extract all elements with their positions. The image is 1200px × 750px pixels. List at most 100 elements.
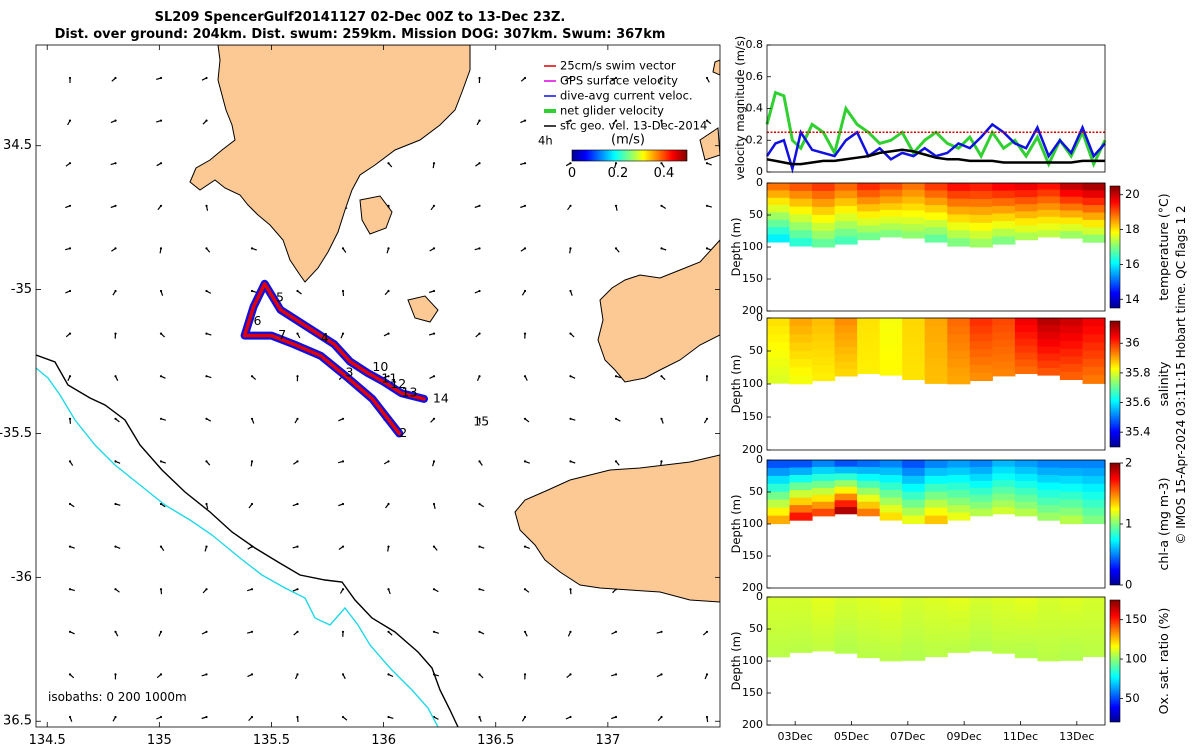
section-cell bbox=[1014, 190, 1038, 198]
section-cell bbox=[812, 501, 836, 510]
track-label-5: 5 bbox=[276, 290, 284, 305]
legend-gps: GPS surface velocity bbox=[560, 74, 678, 88]
sfc-geo-vector-head bbox=[159, 204, 163, 207]
section-cell bbox=[812, 603, 836, 611]
sfc-geo-vector-head bbox=[478, 715, 481, 719]
section-cell bbox=[857, 232, 881, 241]
section-cell bbox=[857, 487, 881, 496]
sfc-geo-vector-head bbox=[205, 588, 208, 591]
section-cell bbox=[789, 375, 813, 385]
section-cell bbox=[947, 367, 971, 377]
section-cell bbox=[767, 183, 791, 191]
section-cell bbox=[812, 325, 836, 335]
section-cell bbox=[857, 649, 881, 659]
sfc-geo-vector-head bbox=[523, 289, 527, 293]
section-cell bbox=[924, 342, 948, 352]
sfc-geo-vector-head bbox=[68, 247, 72, 250]
section-cell bbox=[767, 626, 791, 635]
velocity-y-tick-label: 0.4 bbox=[746, 102, 764, 115]
section-cell bbox=[1037, 644, 1061, 654]
section-cell bbox=[1059, 333, 1083, 342]
fleurieu-peninsula-land bbox=[514, 454, 720, 603]
section-cell bbox=[992, 339, 1016, 348]
section-cell bbox=[789, 617, 813, 626]
time-axis: 03Dec 05Dec 07Dec 09Dec 11Dec 13Dec bbox=[778, 721, 1094, 743]
section-cell bbox=[924, 649, 948, 658]
section-cell bbox=[947, 512, 971, 521]
sfc-geo-vector-head bbox=[114, 588, 117, 591]
section-cell bbox=[969, 630, 993, 638]
sfc-geo-vector-head bbox=[569, 332, 572, 335]
sfc-geo-vector-head bbox=[159, 162, 163, 165]
section-cell bbox=[879, 367, 903, 376]
section-cell bbox=[879, 467, 903, 476]
section-cell bbox=[924, 499, 948, 509]
section-cell bbox=[902, 644, 926, 653]
section-cell bbox=[1082, 649, 1106, 657]
section-y-tick-label: 100 bbox=[742, 517, 763, 530]
section-cell bbox=[1082, 515, 1106, 524]
section-cell bbox=[879, 636, 903, 646]
section-cell bbox=[767, 634, 791, 643]
section-cell bbox=[857, 318, 881, 326]
velocity-y-tick-label: 0 bbox=[756, 165, 763, 178]
map-y-tick-label: -35 bbox=[11, 282, 32, 297]
section-cell bbox=[1014, 467, 1038, 475]
section-cell bbox=[879, 512, 903, 521]
section-cell bbox=[857, 467, 881, 475]
section-cell bbox=[947, 482, 971, 491]
section-cell bbox=[767, 619, 791, 628]
yorke-peninsula-land bbox=[189, 45, 471, 283]
section-cell bbox=[924, 183, 948, 191]
section-cell bbox=[924, 634, 948, 643]
section-cell bbox=[992, 466, 1016, 474]
copyright-text: © IMOS 15-Apr-2024 03:11:15 Hobart time.… bbox=[1174, 205, 1188, 544]
section-cell bbox=[812, 494, 836, 503]
section-colorbar-tick-label: 1 bbox=[1125, 517, 1132, 531]
section-cell bbox=[1059, 183, 1083, 191]
isobath-200m bbox=[36, 354, 459, 727]
section-cell bbox=[969, 473, 993, 482]
section-cell bbox=[902, 475, 926, 485]
section-cell bbox=[947, 342, 971, 352]
sfc-geo-vector-head bbox=[387, 375, 390, 378]
sfc-geo-vector-head bbox=[68, 502, 72, 506]
sfc-geo-vector-head bbox=[250, 673, 254, 676]
section-cell bbox=[969, 325, 993, 335]
sfc-geo-vector-head bbox=[705, 630, 709, 633]
section-cell bbox=[947, 230, 971, 239]
section-cell bbox=[902, 652, 926, 661]
section-cell bbox=[992, 368, 1016, 377]
section-cell bbox=[789, 631, 813, 640]
sfc-geo-vector-head bbox=[250, 375, 254, 378]
section-cell bbox=[1082, 190, 1106, 199]
sfc-geo-vector-head bbox=[296, 460, 299, 463]
section-cell bbox=[789, 326, 813, 335]
sfc-geo-vector-head bbox=[478, 375, 481, 378]
sfc-geo-vector-head bbox=[114, 502, 117, 506]
section-cell bbox=[1037, 353, 1061, 362]
section-cell bbox=[992, 183, 1016, 192]
section-cell bbox=[879, 332, 903, 340]
section-cell bbox=[789, 645, 813, 653]
section-y-tick-label: 50 bbox=[749, 485, 763, 498]
sfc-geo-vector-head bbox=[341, 332, 345, 335]
section-ylabel: Depth (m) bbox=[729, 218, 743, 277]
section-cell bbox=[902, 628, 926, 638]
section-cell bbox=[812, 238, 836, 248]
sfc-geo-vector-head bbox=[296, 630, 299, 633]
section-cell bbox=[947, 198, 971, 208]
section-cell bbox=[789, 603, 813, 612]
velocity-y-tick-label: 0.8 bbox=[746, 38, 764, 51]
section-cell bbox=[1082, 611, 1106, 620]
section-cell bbox=[857, 211, 881, 219]
section-cell bbox=[857, 473, 881, 482]
section-cell bbox=[924, 475, 948, 485]
section-cell bbox=[834, 354, 858, 362]
sfc-geo-vector-head bbox=[114, 76, 117, 80]
section-cell bbox=[834, 361, 858, 370]
section-cell bbox=[1037, 628, 1061, 638]
section-cell bbox=[992, 493, 1016, 501]
sfc-geo-vector-head bbox=[523, 673, 527, 676]
